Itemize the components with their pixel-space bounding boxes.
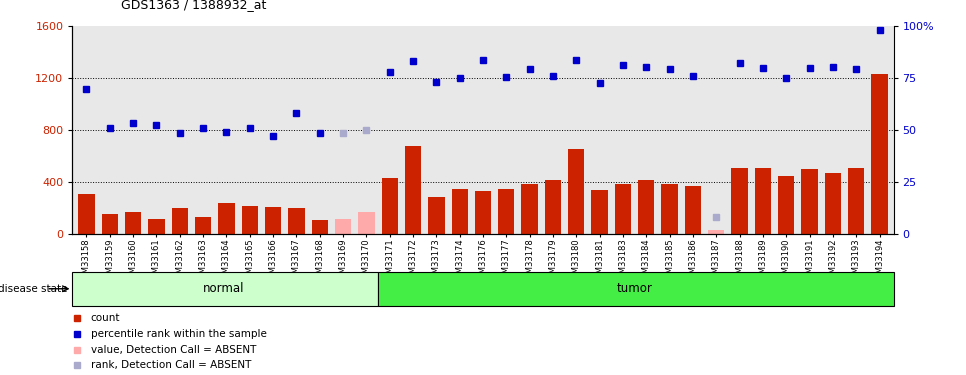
Text: normal: normal <box>203 282 244 295</box>
Bar <box>428 196 444 234</box>
Bar <box>242 206 258 234</box>
Text: disease state: disease state <box>0 284 68 294</box>
Bar <box>218 203 235 234</box>
Bar <box>731 168 748 234</box>
Bar <box>101 214 118 234</box>
Bar <box>72 272 378 306</box>
Bar <box>451 189 468 234</box>
Bar <box>358 212 375 234</box>
Bar <box>662 184 678 234</box>
Text: value, Detection Call = ABSENT: value, Detection Call = ABSENT <box>91 345 256 355</box>
Bar <box>335 219 352 234</box>
Bar <box>614 184 631 234</box>
Bar <box>639 180 654 234</box>
Bar <box>405 146 421 234</box>
Bar <box>498 189 515 234</box>
Bar <box>871 74 888 234</box>
Bar <box>195 217 212 234</box>
Bar <box>802 170 818 234</box>
Bar <box>591 190 608 234</box>
Bar <box>288 209 304 234</box>
Bar <box>754 168 771 234</box>
Bar <box>475 192 491 234</box>
Bar <box>685 186 701 234</box>
Bar <box>382 178 398 234</box>
Text: count: count <box>91 314 120 324</box>
Bar <box>545 180 561 234</box>
Bar <box>848 168 865 234</box>
Bar <box>708 231 724 234</box>
Bar <box>265 207 281 234</box>
Bar <box>568 148 584 234</box>
Text: rank, Detection Call = ABSENT: rank, Detection Call = ABSENT <box>91 360 251 370</box>
Text: percentile rank within the sample: percentile rank within the sample <box>91 329 267 339</box>
Text: GDS1363 / 1388932_at: GDS1363 / 1388932_at <box>121 0 266 11</box>
Bar <box>825 173 841 234</box>
Text: tumor: tumor <box>616 282 653 295</box>
Bar <box>78 194 95 234</box>
Bar <box>125 212 141 234</box>
Bar <box>172 209 188 234</box>
Bar <box>778 176 794 234</box>
Bar <box>378 272 894 306</box>
Bar <box>522 184 538 234</box>
Bar <box>148 219 164 234</box>
Bar <box>312 220 327 234</box>
